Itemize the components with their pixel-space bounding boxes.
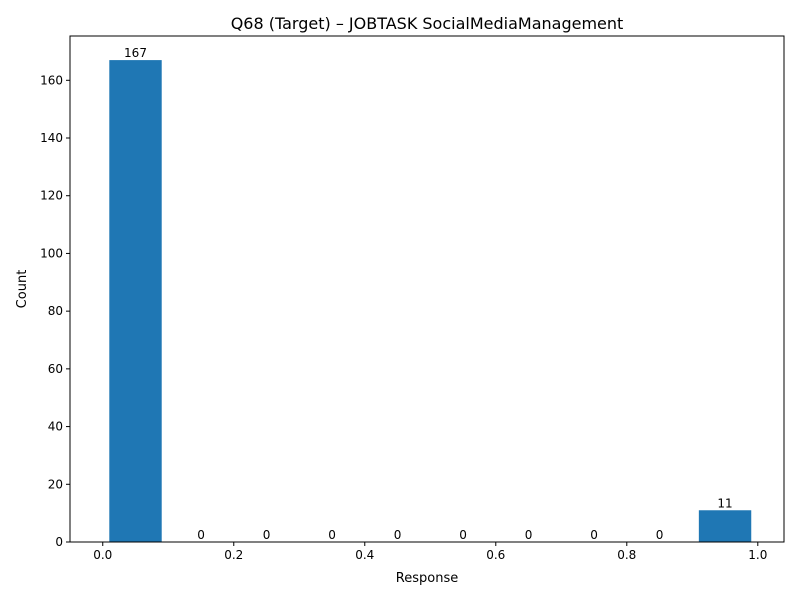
bar-value-label: 0 [197, 528, 205, 542]
bar-value-label: 0 [656, 528, 664, 542]
plot-frame [69, 35, 785, 543]
bar [109, 60, 162, 542]
bar-value-label: 11 [717, 496, 732, 510]
bar-value-label: 0 [590, 528, 598, 542]
bar-value-label: 0 [525, 528, 533, 542]
y-tick-label: 20 [48, 477, 63, 491]
y-tick-label: 160 [40, 73, 63, 87]
y-tick-label: 120 [40, 189, 63, 203]
y-tick-label: 0 [55, 535, 63, 549]
bar-value-label: 0 [459, 528, 467, 542]
x-tick-label: 0.4 [355, 548, 374, 562]
y-tick-label: 100 [40, 246, 63, 260]
y-tick-label: 140 [40, 131, 63, 145]
bar [698, 510, 752, 542]
y-tick-label: 40 [48, 420, 63, 434]
x-axis: 0.0 0.2 0.4 0.6 0.8 1.0 [93, 542, 767, 562]
x-tick-label: 0.8 [617, 548, 636, 562]
bar-labels-group: 167 0 0 0 0 0 0 0 0 11 [124, 46, 733, 542]
x-tick-label: 0.6 [486, 548, 505, 562]
bar-value-label: 167 [124, 46, 147, 60]
x-tick-label: 0.0 [93, 548, 112, 562]
bars-group [109, 60, 752, 542]
bar-value-label: 0 [394, 528, 402, 542]
x-tick-label: 0.2 [224, 548, 243, 562]
x-tick-label: 1.0 [748, 548, 767, 562]
bar-value-label: 0 [328, 528, 336, 542]
chart-title: Q68 (Target) – JOBTASK SocialMediaManage… [231, 14, 624, 33]
bar-value-label: 0 [263, 528, 271, 542]
x-axis-label: Response [396, 571, 458, 586]
y-tick-label: 60 [48, 362, 63, 376]
y-tick-label: 80 [48, 304, 63, 318]
y-axis-label: Count [15, 270, 30, 309]
y-axis: 0 20 40 60 80 100 120 140 160 [40, 73, 70, 549]
